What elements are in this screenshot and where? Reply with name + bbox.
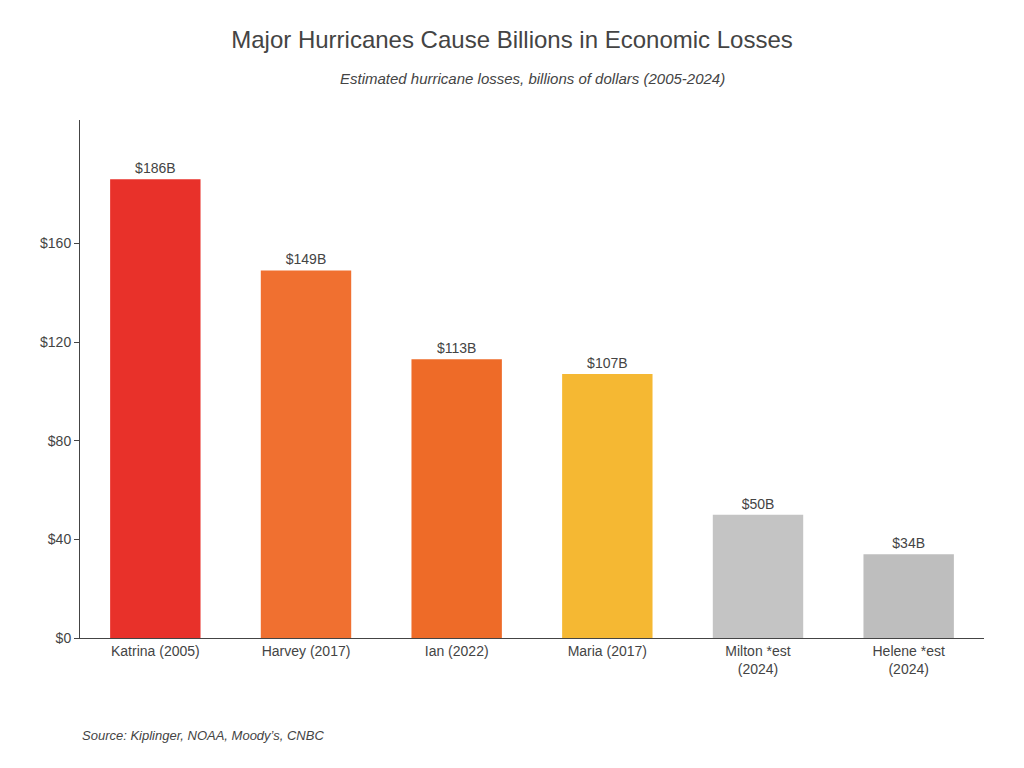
svg-text:$160: $160	[40, 235, 71, 251]
svg-text:$0: $0	[56, 630, 72, 646]
svg-text:$186B: $186B	[135, 160, 175, 176]
svg-text:$34B: $34B	[892, 535, 925, 551]
svg-text:$149B: $149B	[286, 251, 326, 267]
svg-text:$120: $120	[40, 334, 71, 350]
svg-text:Estimated hurricane losses, bi: Estimated hurricane losses, billions of …	[340, 70, 725, 87]
svg-text:Maria (2017): Maria (2017)	[568, 643, 647, 659]
svg-text:Ian (2022): Ian (2022)	[425, 643, 489, 659]
svg-text:Source: Kiplinger, NOAA, Moody: Source: Kiplinger, NOAA, Moody’s, CNBC	[82, 728, 324, 743]
svg-text:$50B: $50B	[742, 496, 775, 512]
svg-text:$113B: $113B	[437, 340, 476, 356]
svg-text:Helene *est(2024): Helene *est(2024)	[872, 643, 944, 677]
svg-text:$80: $80	[48, 433, 72, 449]
svg-text:$40: $40	[48, 531, 72, 547]
svg-text:Major Hurricanes Cause Billion: Major Hurricanes Cause Billions in Econo…	[231, 26, 793, 53]
svg-text:Katrina (2005): Katrina (2005)	[111, 643, 200, 659]
svg-text:Harvey (2017): Harvey (2017)	[262, 643, 351, 659]
svg-text:$107B: $107B	[587, 355, 627, 371]
svg-text:Milton *est(2024): Milton *est(2024)	[725, 643, 790, 677]
